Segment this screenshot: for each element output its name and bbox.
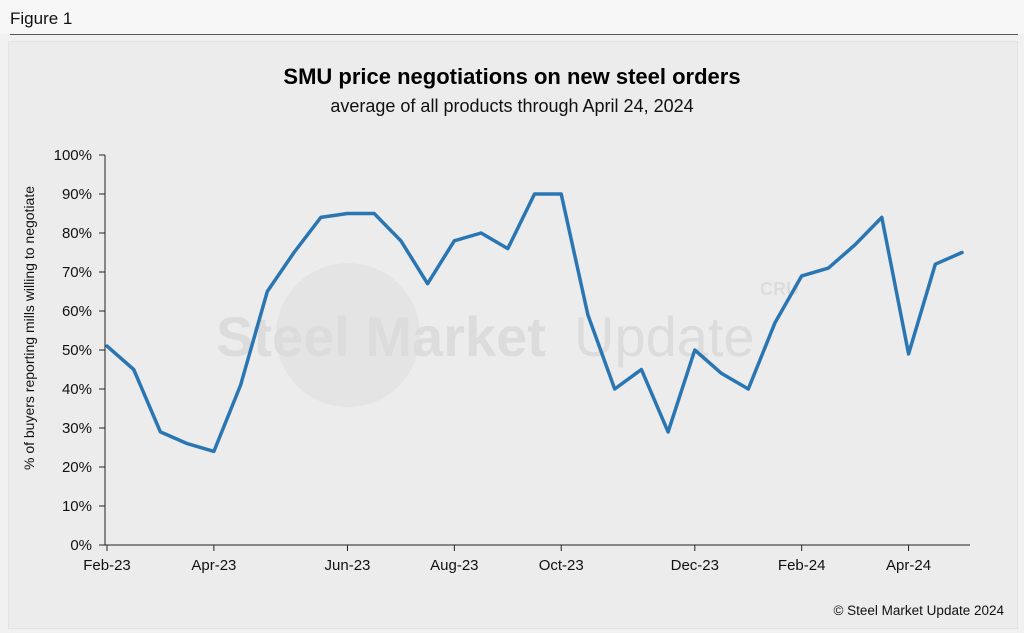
y-tick-label: 10% [62, 498, 92, 515]
x-tick-label: Apr-24 [886, 557, 931, 574]
header-divider [10, 34, 1018, 35]
chart-subtitle: average of all products through April 24… [330, 96, 694, 116]
x-tick-label: Feb-23 [83, 557, 131, 574]
figure-header: Figure 1 [0, 0, 1024, 34]
watermark-badge: CRU [760, 279, 799, 299]
y-tick-group: 0% 10% 20% 30% 40% 50% 60% 70% 80% 90% 100% [54, 147, 105, 554]
copyright: © Steel Market Update 2024 [833, 603, 1004, 618]
y-tick-label: 90% [62, 186, 92, 203]
y-tick-label: 30% [62, 420, 92, 437]
x-tick-label: Aug-23 [430, 557, 478, 574]
watermark-text-light: Update [574, 305, 755, 368]
y-tick-label: 20% [62, 459, 92, 476]
y-tick-label: 0% [70, 537, 92, 554]
x-tick-label: Apr-23 [191, 557, 236, 574]
x-tick-label: Jun-23 [325, 557, 371, 574]
chart-panel [8, 41, 1018, 629]
y-tick-label: 100% [54, 147, 92, 164]
chart-title: SMU price negotiations on new steel orde… [283, 64, 741, 89]
y-tick-label: 50% [62, 342, 92, 359]
y-tick-label: 70% [62, 264, 92, 281]
series-line [105, 192, 964, 454]
watermark: Steel Market Update CRU [216, 263, 799, 407]
x-tick-label: Oct-23 [539, 557, 584, 574]
watermark-text-bold: Steel Market [216, 305, 546, 368]
x-tick-group: Feb-23 Apr-23 Jun-23 Aug-23 Oct-23 Dec-23 Feb-… [83, 545, 931, 574]
figure-label: Figure 1 [10, 9, 73, 28]
x-tick-label: Feb-24 [778, 557, 826, 574]
y-tick-label: 40% [62, 381, 92, 398]
x-tick-label: Dec-23 [671, 557, 719, 574]
y-tick-label: 80% [62, 225, 92, 242]
y-axis-label: % of buyers reporting mills willing to n… [21, 186, 37, 470]
y-tick-label: 60% [62, 303, 92, 320]
watermark-circle [276, 263, 420, 407]
